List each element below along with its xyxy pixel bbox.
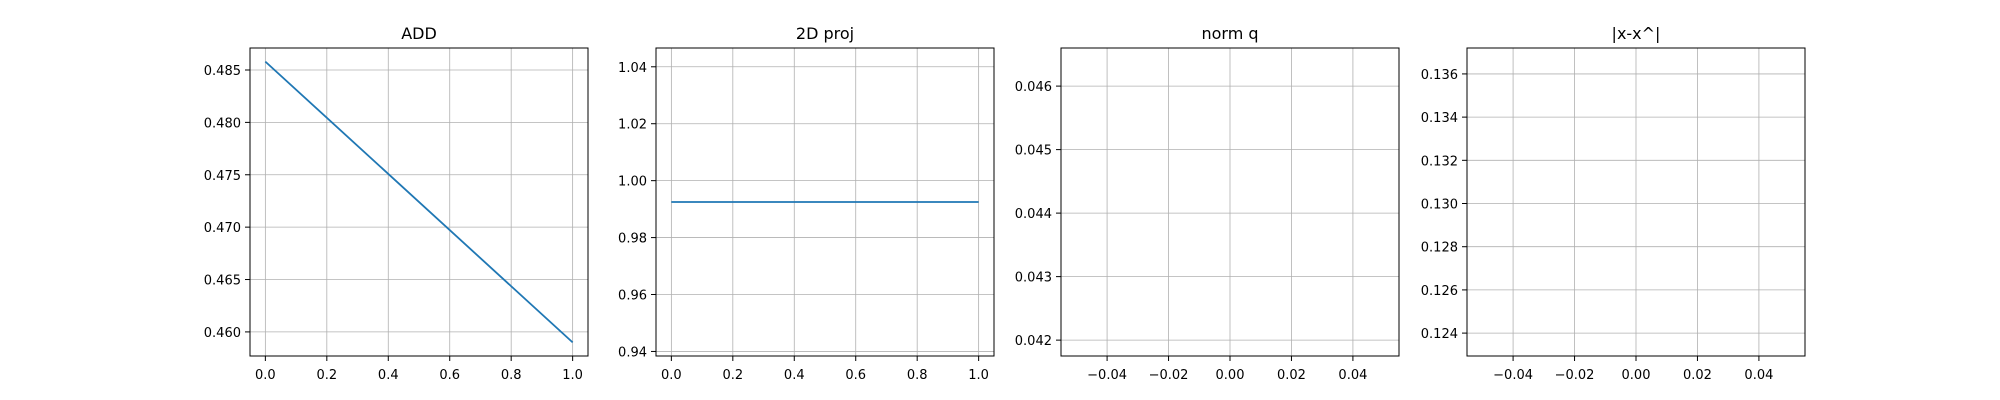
subplot-3: −0.04 −0.02 0.00 0.02 0.04 0.042 0.043 0.044 0.0… (1015, 24, 1400, 383)
subplot-2: 0.0 0.2 0.4 0.6 0.8 1.0 0.94 0.96 0.98 1.00 1.02 1.… (618, 24, 995, 383)
x-tick-label-1: 0.0 (255, 368, 276, 383)
x-tick-label-5: 0.8 (501, 368, 522, 383)
y-tick-label-3: 0.98 (618, 232, 647, 247)
x-tick-label-3: 0.4 (378, 368, 399, 383)
y-tick-label-1: 0.94 (618, 345, 647, 360)
x-tick-label-4: 0.6 (439, 368, 460, 383)
y-tick-label-1: 0.124 (1421, 327, 1458, 342)
x-tick-label-4: 0.02 (1683, 368, 1712, 383)
y-tick-label-2: 0.126 (1421, 284, 1458, 299)
subplot-1: 0.0 0.2 0.4 0.6 0.8 1.0 0.460 0.465 0.470 0.475 0.… (204, 24, 589, 383)
y-tick-label-2: 0.96 (618, 289, 647, 304)
x-tick-label-4: 0.02 (1277, 368, 1306, 383)
x-tick-label-5: 0.04 (1744, 368, 1773, 383)
y-tick-label-6: 0.485 (204, 64, 241, 79)
series-line-1 (264, 60, 574, 344)
chart-title: |x-x^| (1612, 24, 1661, 43)
y-tick-label-3: 0.470 (204, 221, 241, 236)
y-tick-label-4: 1.00 (618, 175, 647, 190)
x-tick-label-6: 1.0 (562, 368, 583, 383)
y-tick-label-1: 0.460 (204, 326, 241, 341)
y-tick-label-4: 0.130 (1421, 198, 1458, 213)
y-tick-label-5: 0.132 (1421, 154, 1458, 169)
axes-frame (249, 47, 589, 357)
subplot-4: −0.04 −0.02 0.00 0.02 0.04 0.124 0.126 0.128 0.1… (1421, 24, 1806, 383)
y-tick-label-5: 0.480 (204, 116, 241, 131)
y-tick-label-5: 0.046 (1015, 80, 1052, 95)
chart-title: norm q (1201, 24, 1258, 43)
x-tick-label-1: −0.04 (1087, 368, 1127, 383)
x-tick-label-4: 0.6 (845, 368, 866, 383)
chart-title: 2D proj (796, 24, 854, 43)
x-tick-label-5: 0.8 (907, 368, 928, 383)
y-tick-label-3: 0.128 (1421, 241, 1458, 256)
y-tick-label-2: 0.043 (1015, 271, 1052, 286)
chart-title: ADD (401, 24, 437, 43)
x-tick-label-2: 0.2 (316, 368, 337, 383)
y-tick-label-6: 0.134 (1421, 111, 1458, 126)
x-tick-label-3: 0.4 (784, 368, 805, 383)
x-tick-label-6: 1.0 (968, 368, 989, 383)
x-tick-label-2: 0.2 (722, 368, 743, 383)
x-tick-label-1: 0.0 (661, 368, 682, 383)
x-tick-label-2: −0.02 (1555, 368, 1595, 383)
x-tick-label-3: 0.00 (1216, 368, 1245, 383)
y-tick-label-6: 1.04 (618, 61, 647, 76)
y-tick-label-5: 1.02 (618, 118, 647, 133)
y-tick-label-3: 0.044 (1015, 207, 1052, 222)
x-tick-label-2: −0.02 (1149, 368, 1189, 383)
y-tick-label-4: 0.475 (204, 169, 241, 184)
y-tick-label-2: 0.465 (204, 274, 241, 289)
x-tick-label-1: −0.04 (1493, 368, 1533, 383)
y-tick-label-4: 0.045 (1015, 144, 1052, 159)
y-tick-label-7: 0.136 (1421, 68, 1458, 83)
x-tick-label-3: 0.00 (1622, 368, 1651, 383)
axes-frame (655, 47, 995, 357)
y-tick-label-1: 0.042 (1015, 334, 1052, 349)
x-tick-label-5: 0.04 (1338, 368, 1367, 383)
